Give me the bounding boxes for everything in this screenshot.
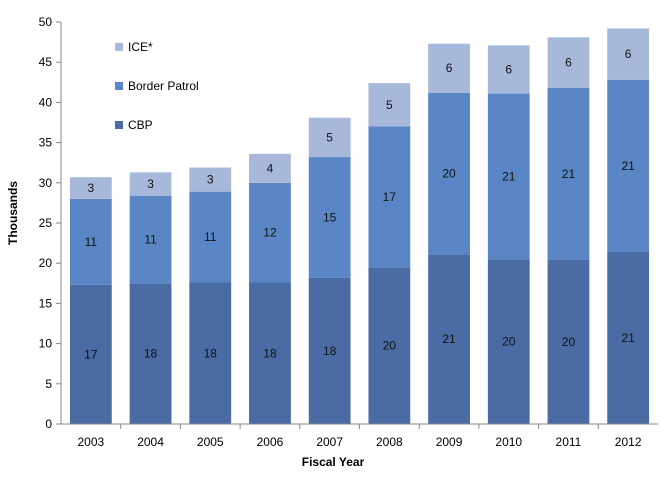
bar-segment-border-patrol-2008 [368, 126, 411, 268]
bar-segment-ice-2011 [547, 37, 590, 88]
bar-data-labels: 17 11 3 18 11 3 18 11 3 18 12 4 18 15 5 20 17 5 21 20 6 20 21 6… [84, 47, 635, 361]
data-label-cbp-2012: 21 [621, 331, 635, 345]
data-label-border-patrol-2012: 21 [621, 159, 635, 173]
x-tick-label: 2007 [316, 435, 343, 449]
bar-segment-border-patrol-2005 [189, 191, 232, 283]
bar-segment-cbp-2007 [308, 277, 351, 424]
bars [69, 28, 650, 424]
bar-segment-cbp-2005 [189, 282, 232, 424]
bar-segment-border-patrol-2006 [249, 182, 291, 283]
data-label-border-patrol-2009: 20 [442, 167, 456, 181]
data-label-ice-2005: 3 [207, 173, 214, 187]
bar-segment-border-patrol-2004 [129, 195, 172, 284]
bar-segment-ice-2006 [249, 153, 291, 183]
legend-label-ice: ICE* [128, 40, 153, 54]
y-tick-label: 35 [39, 136, 53, 150]
data-label-cbp-2010: 20 [502, 335, 516, 349]
data-label-cbp-2005: 18 [204, 346, 218, 360]
bar-segment-cbp-2003 [69, 284, 112, 424]
x-tick-label: 2006 [257, 435, 284, 449]
bar-segment-cbp-2004 [129, 283, 172, 424]
y-tick-label: 20 [39, 256, 53, 270]
x-tick-label: 2004 [137, 435, 164, 449]
bar-segment-ice-2012 [607, 28, 650, 80]
data-label-ice-2006: 4 [267, 161, 274, 175]
bar-segment-ice-2008 [368, 83, 411, 127]
data-label-cbp-2007: 18 [323, 344, 337, 358]
bar-segment-cbp-2010 [487, 259, 530, 424]
y-tick-label: 0 [45, 417, 52, 431]
x-axis-ticks: 2003 2004 2005 2006 2007 2008 2009 2010 2011 2012 [77, 424, 642, 449]
data-label-border-patrol-2005: 11 [204, 230, 217, 244]
legend-swatch-ice [115, 43, 123, 51]
bar-segment-border-patrol-2010 [487, 93, 530, 260]
data-label-ice-2004: 3 [147, 177, 154, 191]
bar-segment-border-patrol-2012 [607, 79, 650, 252]
y-tick-label: 10 [39, 337, 53, 351]
legend-swatch-border-patrol [115, 82, 123, 90]
bar-segment-cbp-2006 [249, 282, 291, 424]
data-label-ice-2007: 5 [326, 130, 333, 144]
data-label-ice-2012: 6 [625, 47, 632, 61]
x-tick-label: 2010 [495, 435, 522, 449]
data-label-cbp-2008: 20 [383, 339, 397, 353]
x-tick-label: 2008 [376, 435, 403, 449]
data-label-ice-2011: 6 [565, 56, 572, 70]
legend: ICE* Border Patrol CBP [115, 40, 199, 132]
x-tick-label: 2009 [436, 435, 463, 449]
bar-segment-border-patrol-2007 [308, 157, 351, 278]
data-label-cbp-2004: 18 [144, 347, 158, 361]
bar-segment-ice-2010 [487, 45, 530, 94]
y-tick-label: 30 [39, 176, 53, 190]
y-tick-label: 5 [45, 377, 52, 391]
data-label-border-patrol-2008: 17 [383, 190, 397, 204]
y-tick-label: 45 [39, 55, 53, 69]
bar-segment-ice-2007 [308, 117, 351, 158]
bar-segment-cbp-2011 [547, 259, 590, 424]
data-label-border-patrol-2004: 11 [144, 232, 157, 246]
y-tick-label: 40 [39, 95, 53, 109]
data-label-border-patrol-2003: 11 [85, 235, 98, 249]
data-label-cbp-2011: 20 [562, 335, 576, 349]
data-label-cbp-2006: 18 [263, 346, 277, 360]
bar-segment-border-patrol-2011 [547, 87, 590, 260]
x-tick-label: 2012 [615, 435, 642, 449]
bar-segment-ice-2009 [428, 43, 470, 93]
bar-segment-cbp-2012 [607, 251, 650, 424]
bar-segment-ice-2004 [129, 172, 172, 196]
data-label-ice-2010: 6 [505, 62, 512, 76]
data-label-border-patrol-2007: 15 [323, 210, 337, 224]
y-axis-title: Thousands [6, 181, 20, 245]
x-axis-title: Fiscal Year [302, 455, 365, 469]
legend-label-cbp: CBP [128, 118, 153, 132]
y-axis-ticks: 0 5 10 15 20 25 30 35 40 45 50 [39, 15, 61, 431]
data-label-ice-2008: 5 [386, 98, 393, 112]
x-tick-label: 2005 [197, 435, 224, 449]
legend-swatch-cbp [115, 121, 123, 129]
data-label-border-patrol-2006: 12 [263, 226, 277, 240]
bar-segment-ice-2005 [189, 167, 232, 192]
bar-segment-cbp-2009 [428, 254, 470, 424]
data-label-cbp-2009: 21 [442, 332, 456, 346]
data-label-border-patrol-2010: 21 [502, 169, 516, 183]
y-tick-label: 15 [39, 296, 53, 310]
bar-segment-border-patrol-2009 [428, 92, 470, 255]
bar-segment-ice-2003 [69, 177, 112, 199]
legend-label-border-patrol: Border Patrol [128, 79, 199, 93]
y-tick-label: 50 [39, 15, 53, 29]
bar-segment-border-patrol-2003 [69, 198, 112, 285]
x-tick-label: 2011 [556, 435, 582, 449]
data-label-border-patrol-2011: 21 [562, 167, 576, 181]
data-label-cbp-2003: 17 [84, 347, 98, 361]
bar-segment-cbp-2008 [368, 267, 411, 424]
x-tick-label: 2003 [77, 435, 104, 449]
data-label-ice-2003: 3 [88, 181, 95, 195]
y-tick-label: 25 [39, 216, 53, 230]
data-label-ice-2009: 6 [446, 61, 453, 75]
